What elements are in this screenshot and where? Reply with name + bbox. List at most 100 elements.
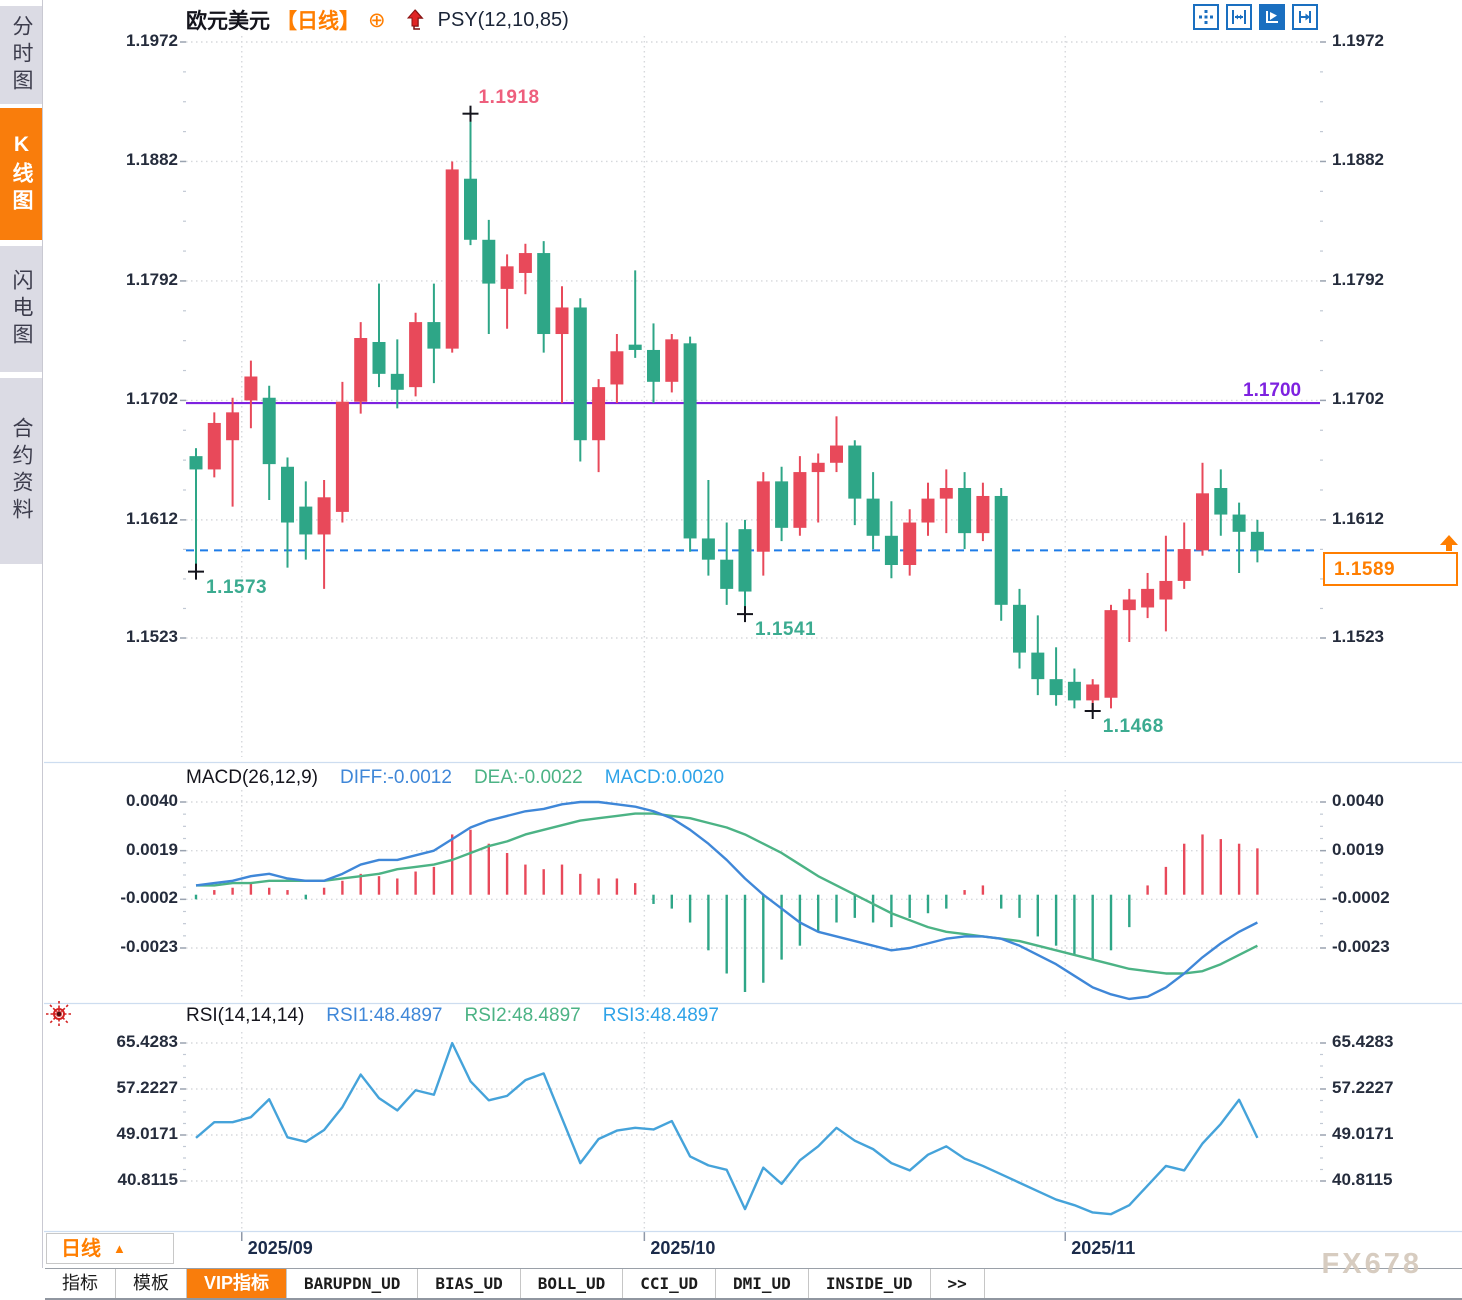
candle-body — [1049, 679, 1063, 696]
indicator-tab[interactable]: INSIDE_UD — [809, 1269, 931, 1298]
more-tabs-button[interactable]: >> — [931, 1269, 985, 1298]
period-selector-button[interactable]: 日线 ▲ — [46, 1233, 174, 1264]
candle-body — [1177, 549, 1191, 581]
indicator-settings-sun-icon[interactable] — [45, 1000, 73, 1028]
y-axis-label: 1.1882 — [1332, 150, 1384, 170]
candle-body — [207, 422, 221, 470]
candle-body — [811, 462, 825, 473]
candle-body — [482, 239, 496, 284]
y-axis-label: 1.1523 — [126, 627, 178, 646]
y-axis-label: -0.0002 — [1332, 888, 1390, 908]
price-extreme-label: 1.1918 — [478, 86, 540, 108]
candle-body — [976, 495, 990, 534]
period-tag: 【日线】 — [276, 10, 360, 33]
auto-scale-icon[interactable] — [1259, 4, 1285, 30]
candle-body — [610, 351, 624, 385]
candle-body — [1031, 652, 1045, 680]
candle-body — [281, 466, 294, 523]
indicator-tab[interactable]: 模板 — [116, 1269, 187, 1298]
macd-title: MACD(26,12,9) — [186, 767, 318, 788]
sidebar-item-time-chart[interactable]: 分时图 — [0, 6, 42, 104]
indicator-tab-bar: 指标 模板 VIP指标 BARUPDN_UD BIAS_UD BOLL_UD CCI_UD D… — [45, 1268, 1462, 1300]
candle-body — [994, 495, 1008, 605]
macd-header: MACD(26,12,9) DIFF:-0.0012 DEA:-0.0022 M… — [186, 767, 724, 789]
indicator-tab[interactable]: VIP指标 — [187, 1269, 288, 1298]
y-axis-label: 49.0171 — [1332, 1124, 1394, 1143]
candle-body — [866, 498, 880, 536]
candle-body — [335, 401, 349, 512]
y-axis-label: 1.1612 — [1332, 508, 1384, 528]
indicator-tab[interactable]: CCI_UD — [623, 1269, 717, 1298]
candle-body — [756, 481, 770, 552]
signal-up-arrow-icon — [406, 9, 424, 30]
y-axis-label: 1.1882 — [126, 150, 178, 170]
x-axis-month-label: 2025/09 — [247, 1238, 313, 1258]
indicator-tab[interactable]: BARUPDN_UD — [287, 1269, 419, 1298]
candle-body — [262, 397, 276, 465]
y-axis-label: 1.1792 — [126, 269, 178, 289]
period-selector-label: 日线 — [61, 1238, 101, 1260]
y-axis-label: -0.0023 — [120, 937, 178, 956]
rsi-line — [195, 1041, 1259, 1216]
sidebar-item-contract-info[interactable]: 合约资料 — [0, 378, 42, 564]
y-axis-label: 49.0171 — [116, 1124, 178, 1143]
y-axis-label: 40.8115 — [117, 1170, 178, 1189]
sidebar-item-kline-chart[interactable]: K线图 — [0, 108, 42, 240]
candle-body — [1104, 610, 1118, 698]
candle-body — [701, 538, 715, 560]
axis-zoom-icon[interactable] — [1226, 4, 1252, 30]
candle-body — [720, 559, 734, 589]
sidebar: 分时图 K线图 闪电图 合约资料 — [0, 0, 43, 1268]
price-extreme-label: 1.1468 — [1102, 716, 1164, 737]
y-axis-label: 1.1612 — [126, 508, 178, 528]
candle-body — [903, 522, 917, 565]
rsi-header: RSI(14,14,14) RSI1:48.4897 RSI2:48.4897 … — [186, 1005, 719, 1027]
candle-body — [830, 445, 843, 463]
indicator-tab[interactable]: BIAS_UD — [418, 1269, 521, 1298]
y-axis-label: -0.0002 — [120, 888, 178, 908]
rsi1-value: RSI1:48.4897 — [326, 1005, 443, 1026]
candle-body — [958, 488, 972, 534]
candle-body — [464, 178, 477, 240]
triangle-up-icon: ▲ — [113, 1241, 126, 1256]
y-axis-label: 1.1702 — [126, 389, 178, 409]
y-axis-label: 0.0019 — [1332, 839, 1384, 859]
scroll-to-latest-icon[interactable] — [1292, 4, 1318, 30]
candle-body — [299, 506, 313, 535]
y-axis-label: 65.4283 — [116, 1032, 178, 1051]
pan-crosshair-icon[interactable] — [1193, 4, 1219, 30]
y-axis-label: 40.8115 — [1332, 1170, 1393, 1189]
watermark: FX678 — [1321, 1248, 1422, 1280]
price-extreme-label: 1.1541 — [755, 619, 817, 641]
candle-body — [1013, 604, 1026, 653]
indicator-label: PSY(12,10,85) — [437, 8, 569, 31]
candle-body — [226, 412, 240, 441]
indicator-tab[interactable]: BOLL_UD — [521, 1269, 624, 1298]
candle-body — [390, 373, 404, 390]
add-indicator-icon[interactable]: ⊕ — [368, 8, 386, 32]
candle-body — [555, 307, 569, 335]
sidebar-item-flash-chart[interactable]: 闪电图 — [0, 246, 42, 372]
y-axis-label: 57.2227 — [116, 1078, 178, 1097]
candle-body — [372, 341, 386, 374]
candle-body — [738, 529, 752, 592]
candle-body — [647, 349, 660, 382]
candle-body — [1067, 681, 1081, 701]
candle-body — [592, 387, 606, 441]
macd-diff-value: DIFF:-0.0012 — [340, 767, 452, 788]
indicator-tab[interactable]: DMI_UD — [716, 1269, 809, 1298]
y-axis-label: 1.1972 — [126, 31, 178, 50]
candle-body — [1141, 588, 1155, 608]
candle-body — [884, 535, 898, 565]
macd-macd-value: MACD:0.0020 — [604, 767, 725, 788]
chart-header: 欧元美元 【日线】 ⊕ PSY(12,10,85) — [186, 6, 569, 34]
indicator-tab[interactable]: 指标 — [45, 1269, 116, 1298]
candle-body — [921, 498, 935, 523]
candle-body — [848, 445, 862, 499]
y-axis-label: 0.0040 — [1332, 791, 1384, 810]
rsi-title: RSI(14,14,14) — [186, 1005, 305, 1026]
y-axis-label: 0.0019 — [126, 839, 178, 859]
macd-diff-line — [195, 800, 1258, 1001]
